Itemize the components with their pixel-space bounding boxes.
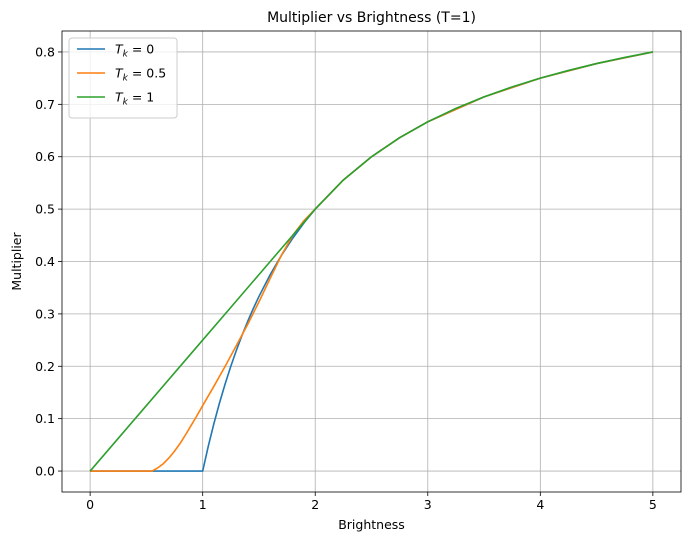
y-tick-label: 0.3 <box>35 306 55 321</box>
x-tick-label: 1 <box>199 497 207 512</box>
legend-var: T <box>115 42 124 57</box>
x-tick-label: 3 <box>424 497 432 512</box>
x-axis-label: Brightness <box>338 517 405 532</box>
chart-title: Multiplier vs Brightness (T=1) <box>267 10 476 26</box>
legend-subscript: k <box>123 50 129 60</box>
legend-subscript: k <box>123 74 129 84</box>
legend-var: T <box>115 66 124 81</box>
legend-entry-1: Tk = 0.5 <box>115 66 166 84</box>
x-tick-label: 2 <box>311 497 319 512</box>
legend-entry-2: Tk = 1 <box>115 90 154 108</box>
y-tick-label: 0.0 <box>35 464 55 479</box>
x-tick-label: 0 <box>86 497 94 512</box>
y-tick-label: 0.5 <box>35 202 55 217</box>
x-tick-label: 4 <box>536 497 544 512</box>
y-tick-label: 0.7 <box>35 97 55 112</box>
axis-ticks: 0 1 2 3 4 5 0.0 0.1 0.2 0.3 0.4 0.5 0.6 0.7 0.8 <box>35 44 657 512</box>
y-tick-label: 0.2 <box>35 359 55 374</box>
legend-box <box>68 37 178 119</box>
y-tick-label: 0.4 <box>35 254 55 269</box>
legend-subscript: k <box>123 98 129 108</box>
y-tick-label: 0.6 <box>35 149 55 164</box>
y-tick-label: 0.1 <box>35 411 55 426</box>
y-tick-label: 0.8 <box>35 44 55 59</box>
series-lines <box>89 51 654 472</box>
series-line-2 <box>89 51 654 472</box>
x-tick-label: 5 <box>649 497 657 512</box>
y-axis-label: Multiplier <box>9 232 24 291</box>
legend-value: = 0.5 <box>128 66 166 81</box>
legend-value: = 1 <box>128 90 154 105</box>
legend-value: = 0 <box>128 42 154 57</box>
legend: Tk = 0Tk = 0.5Tk = 1 <box>68 37 178 119</box>
legend-var: T <box>115 90 124 105</box>
legend-entry-0: Tk = 0 <box>115 42 154 60</box>
